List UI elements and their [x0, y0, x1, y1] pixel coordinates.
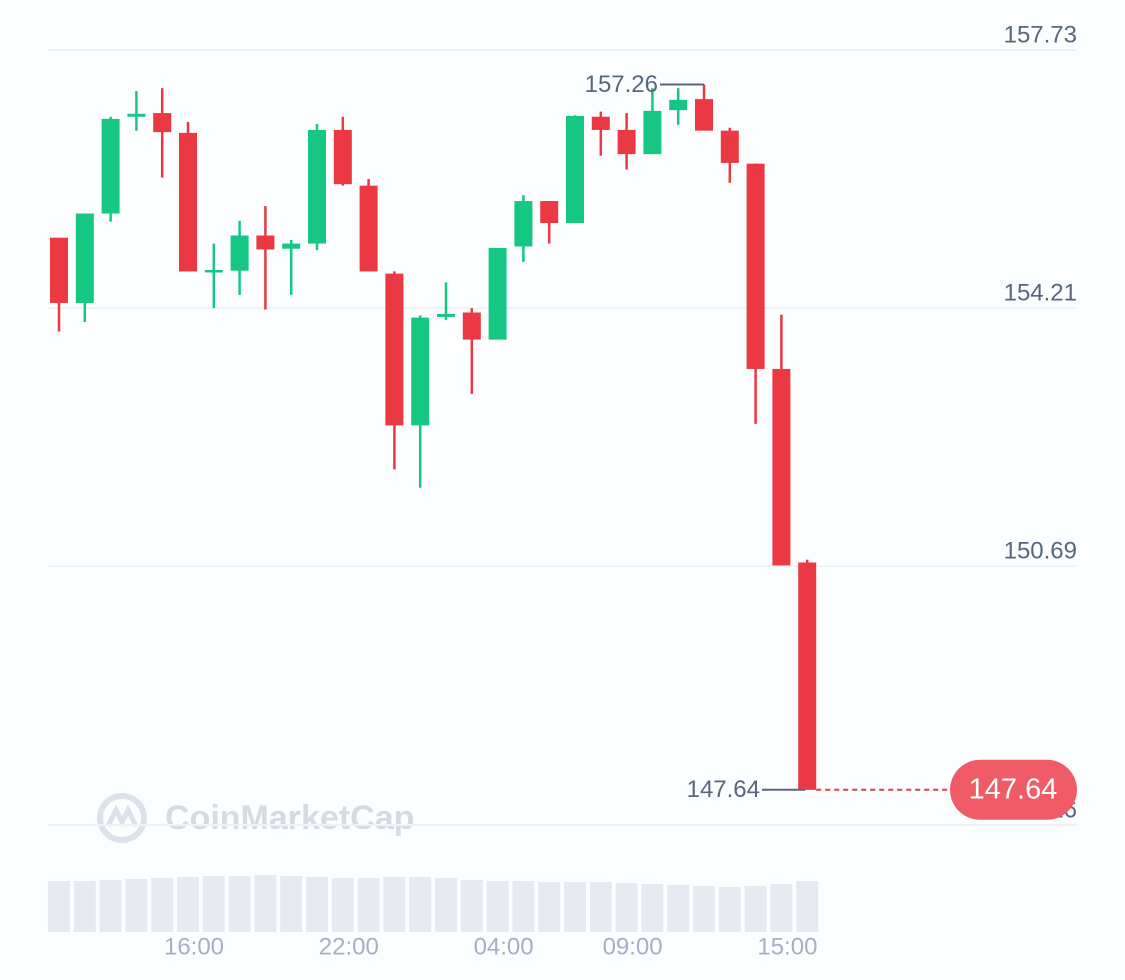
y-tick-label: 154.21: [1004, 279, 1077, 306]
candle-body: [204, 269, 223, 273]
candle-body: [101, 118, 120, 214]
volume-bar: [486, 881, 509, 932]
candle-body: [540, 201, 559, 224]
volume-bar: [770, 884, 793, 932]
candle-body: [720, 130, 739, 163]
volume-bar: [435, 878, 457, 932]
x-tick-label: 22:00: [319, 933, 379, 960]
last-price-tag: [950, 759, 1077, 820]
candle-body: [798, 562, 817, 790]
volume-bar: [151, 878, 174, 932]
candle-body: [256, 235, 275, 250]
volume-bar: [254, 875, 277, 932]
candle-body: [153, 113, 172, 133]
y-tick-label: 157.73: [1004, 21, 1077, 48]
volume-bar: [744, 886, 767, 932]
candle-body: [772, 368, 791, 566]
volume-bar: [538, 882, 561, 932]
volume-bar: [615, 883, 638, 932]
candle-body: [514, 201, 533, 247]
volume-bar: [383, 877, 406, 932]
watermark: CoinMarketCap: [165, 799, 414, 837]
volume-bar: [73, 881, 96, 932]
volume-bar: [460, 880, 483, 932]
candle-body: [437, 313, 455, 317]
x-tick-label: 04:00: [474, 933, 534, 960]
candle-body: [643, 110, 662, 155]
candle-body: [308, 129, 326, 244]
y-tick-label: 150.69: [1004, 538, 1077, 565]
candle-body: [50, 237, 68, 303]
candle-body: [669, 99, 688, 111]
volume-bar: [177, 877, 199, 932]
volume-bar: [306, 877, 328, 932]
volume-bar: [564, 882, 586, 932]
x-tick-label: 15:00: [757, 933, 817, 960]
candle-body: [127, 113, 146, 117]
candle-body: [566, 115, 584, 224]
candle-body: [385, 273, 404, 426]
candle-body: [746, 163, 765, 369]
candle-body: [488, 247, 507, 340]
candle-body: [75, 213, 94, 303]
candle-body: [230, 235, 249, 271]
volume-bar: [99, 880, 122, 932]
volume-bar: [228, 876, 251, 932]
volume-bar: [667, 885, 690, 932]
volume-bar: [796, 881, 819, 932]
volume-bar: [512, 881, 535, 932]
candle-body: [359, 185, 378, 272]
volume-bar: [331, 878, 354, 932]
candle-body: [591, 116, 610, 130]
candle-body: [282, 243, 301, 249]
x-tick-label: 09:00: [603, 933, 663, 960]
high-marker-label: 157.26: [585, 71, 658, 98]
volume-bar: [357, 878, 380, 932]
low-marker-label: 147.64: [687, 776, 760, 803]
volume-bar: [589, 882, 612, 932]
candle-body: [179, 132, 197, 272]
candle-body: [462, 312, 481, 340]
candle-body: [617, 129, 636, 155]
volume-bar: [718, 887, 741, 932]
candle-body: [411, 317, 430, 426]
volume-bar: [641, 884, 664, 932]
volume-bar: [125, 879, 148, 932]
candle-body: [695, 99, 713, 131]
volume-bar: [409, 877, 432, 932]
volume-bar: [280, 876, 303, 932]
volume-bar: [48, 881, 70, 932]
x-tick-label: 16:00: [164, 933, 224, 960]
watermark-logo: [97, 793, 147, 843]
volume-bar: [693, 886, 715, 932]
candle-body: [333, 129, 352, 185]
last-price-label: 147.64: [969, 773, 1058, 805]
volume-bar: [202, 876, 225, 932]
